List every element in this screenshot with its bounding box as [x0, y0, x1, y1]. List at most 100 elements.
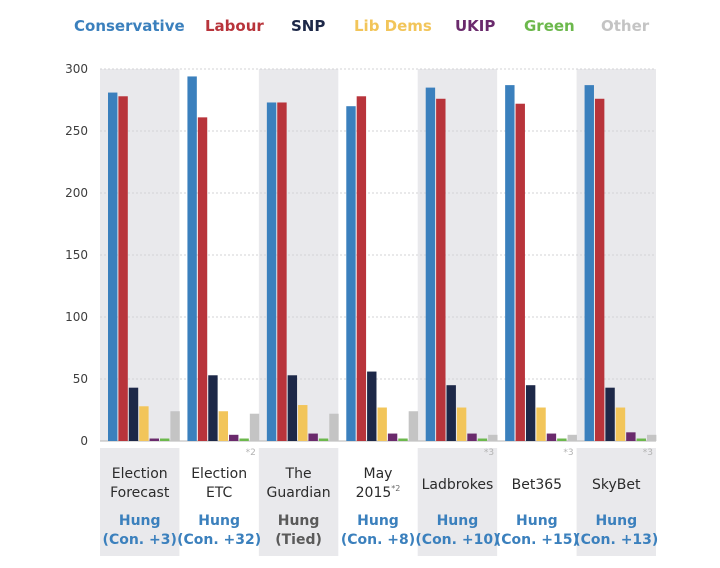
legend-item: UKIP [455, 17, 495, 35]
legend-item: SNP [291, 17, 325, 35]
bar-ukip [149, 438, 159, 441]
result-detail: (Con. +15) [495, 532, 579, 548]
source-label: The [285, 466, 312, 482]
bar-snp [208, 375, 218, 441]
bar-other [170, 411, 180, 441]
result-detail: (Con. +8) [341, 532, 415, 548]
source-label: 2015*2 [356, 484, 401, 501]
bar-green [318, 438, 329, 441]
column-backgrounds [100, 69, 656, 556]
bar-other [329, 413, 339, 441]
result-detail: (Tied) [275, 532, 322, 548]
bar-ukip [308, 433, 318, 441]
bar-lib-dems [139, 406, 149, 441]
source-footnote: *2 [246, 448, 256, 458]
gridlines [100, 68, 656, 442]
source-footnote: *3 [563, 448, 573, 458]
result-label: Hung [437, 513, 479, 529]
result-label: Hung [357, 513, 399, 529]
bar-lib-dems [377, 407, 387, 441]
y-tick-label: 0 [80, 434, 88, 448]
legend-item: Green [524, 17, 575, 35]
legend: Conservative Labour SNP Lib Dems UKIP Green Ot… [74, 17, 650, 35]
y-tick-label: 300 [65, 62, 88, 76]
bar-other [488, 434, 498, 441]
bar-lib-dems [298, 405, 308, 441]
bar-ukip [546, 433, 557, 441]
bar-conservative [505, 85, 515, 442]
y-axis-ticks: 0 50 100 150 200 250 300 [65, 62, 88, 448]
bars [108, 76, 657, 442]
bar-labour [356, 96, 367, 441]
bar-conservative [108, 92, 118, 441]
y-tick-label: 100 [65, 310, 88, 324]
bar-green [239, 438, 249, 441]
bar-ukip [387, 433, 398, 441]
source-label: ETC [206, 485, 233, 501]
bar-snp [605, 387, 615, 441]
result-detail: (Con. +32) [177, 532, 261, 548]
bar-other [567, 434, 577, 441]
bar-conservative [425, 87, 436, 441]
bar-snp [367, 371, 377, 441]
source-footnote: *2 [391, 484, 400, 493]
source-footnote: *3 [643, 448, 653, 458]
result-label: Hung [516, 513, 558, 529]
source-label: Election [191, 466, 247, 482]
bar-snp [446, 385, 456, 441]
legend-item: Labour [205, 17, 264, 35]
y-tick-label: 250 [65, 124, 88, 138]
bar-labour [436, 98, 446, 441]
source-label: Bet365 [512, 477, 562, 493]
result-detail: (Con. +3) [103, 532, 177, 548]
bar-green [477, 438, 488, 441]
result-detail: (Con. +10) [415, 532, 499, 548]
label-bg [100, 448, 180, 556]
result-label: Hung [198, 513, 240, 529]
source-label: Election [112, 466, 168, 482]
result-label: Hung [595, 513, 637, 529]
bar-lib-dems [615, 407, 626, 441]
bar-conservative [584, 85, 594, 442]
bar-green [636, 438, 646, 441]
legend-item: Conservative [74, 17, 185, 35]
source-footnote: *3 [484, 448, 494, 458]
bar-labour [594, 98, 605, 441]
bar-ukip [229, 434, 239, 441]
bar-lib-dems [456, 407, 467, 441]
y-tick-label: 150 [65, 248, 88, 262]
bar-other [408, 411, 419, 441]
y-tick-label: 200 [65, 186, 88, 200]
y-tick-label: 50 [73, 372, 88, 386]
source-label: Guardian [267, 485, 331, 501]
bar-lib-dems [536, 407, 546, 441]
bar-other [646, 434, 657, 441]
result-label: Hung [278, 513, 320, 529]
bar-ukip [467, 433, 477, 441]
bar-labour [197, 117, 208, 442]
source-label: Ladbrokes [422, 477, 494, 493]
legend-item: Lib Dems [354, 17, 432, 35]
source-label: Forecast [110, 485, 170, 501]
bar-green [160, 438, 170, 441]
bar-snp [287, 375, 298, 441]
legend-item: Other [601, 17, 650, 35]
bar-snp [128, 387, 139, 441]
bar-labour [118, 96, 128, 441]
label-bg [417, 448, 498, 556]
label-bg [576, 448, 656, 556]
bar-conservative [187, 76, 197, 441]
source-label: SkyBet [592, 477, 641, 493]
bar-lib-dems [218, 411, 229, 441]
source-labels: Election Forecast Hung (Con. +3) Election ETC… [103, 448, 659, 548]
bar-green [398, 438, 408, 441]
bar-conservative [346, 106, 356, 441]
bar-snp [525, 385, 536, 441]
bar-labour [515, 103, 525, 441]
bar-conservative [266, 102, 277, 441]
bar-ukip [626, 432, 636, 441]
bar-other [249, 413, 260, 441]
result-detail: (Con. +13) [574, 532, 658, 548]
bar-green [557, 438, 567, 441]
